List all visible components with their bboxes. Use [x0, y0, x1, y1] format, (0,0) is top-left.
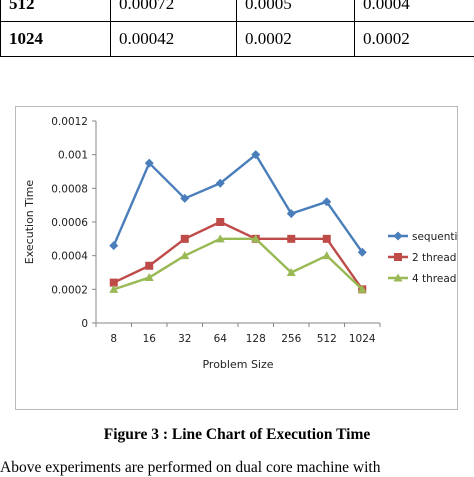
- legend-label: 4 thread: [412, 273, 456, 285]
- data-point: [287, 235, 295, 243]
- x-tick-label: 64: [214, 333, 228, 345]
- line-chart: 0 0.0002 0.0004 0.0006 0.0008 0.001 0.0012 8 16 3…: [16, 107, 457, 409]
- figure-caption: Figure 3 : Line Chart of Execution Time: [0, 426, 474, 444]
- data-point: [216, 218, 224, 226]
- table-row: 1024 0.00042 0.0002 0.0002: [1, 22, 474, 57]
- body-text: Above experiments are performed on dual …: [0, 459, 380, 477]
- table-cell: 0.0002: [355, 22, 474, 57]
- data-point: [109, 241, 118, 250]
- x-axis-title: Problem Size: [202, 358, 273, 371]
- y-axis-title: Execution Time: [23, 180, 36, 265]
- y-tick-label: 0.0004: [51, 251, 88, 263]
- data-point: [145, 262, 153, 270]
- y-tick-label: 0.0012: [51, 116, 88, 128]
- table-row: 512 0.00072 0.0005 0.0004: [1, 0, 474, 22]
- row-label: 512: [1, 0, 111, 22]
- legend-label: 2 thread: [412, 252, 456, 264]
- x-tick-label: 32: [178, 333, 191, 345]
- x-tick-label: 16: [143, 333, 157, 345]
- legend-marker: [394, 253, 402, 261]
- y-tick-label: 0.0008: [51, 183, 88, 195]
- chart-frame: 0 0.0002 0.0004 0.0006 0.0008 0.001 0.0012 8 16 3…: [15, 106, 458, 410]
- x-tick-label: 256: [281, 333, 301, 345]
- results-table: 512 0.00072 0.0005 0.0004 1024 0.00042 0…: [0, 0, 474, 57]
- data-point: [323, 235, 331, 243]
- table-cell: 0.00042: [111, 22, 237, 57]
- y-tick-label: 0.0002: [51, 284, 88, 296]
- y-tick-label: 0.0006: [51, 217, 88, 229]
- legend-marker: [394, 232, 403, 241]
- x-tick-label: 128: [246, 333, 266, 345]
- table-cell: 0.0005: [237, 0, 355, 22]
- y-tick-label: 0: [81, 318, 88, 330]
- y-tick-label: 0.001: [58, 150, 88, 162]
- data-point: [322, 251, 331, 259]
- x-tick-label: 8: [110, 333, 117, 345]
- table-cell: 0.0004: [355, 0, 474, 22]
- row-label: 1024: [1, 22, 111, 57]
- legend-label: sequential: [412, 231, 457, 243]
- x-tick-label: 512: [317, 333, 337, 345]
- data-point: [181, 235, 189, 243]
- table-cell: 0.00072: [111, 0, 237, 22]
- table-cell: 0.0002: [237, 22, 355, 57]
- x-tick-label: 1024: [349, 333, 376, 345]
